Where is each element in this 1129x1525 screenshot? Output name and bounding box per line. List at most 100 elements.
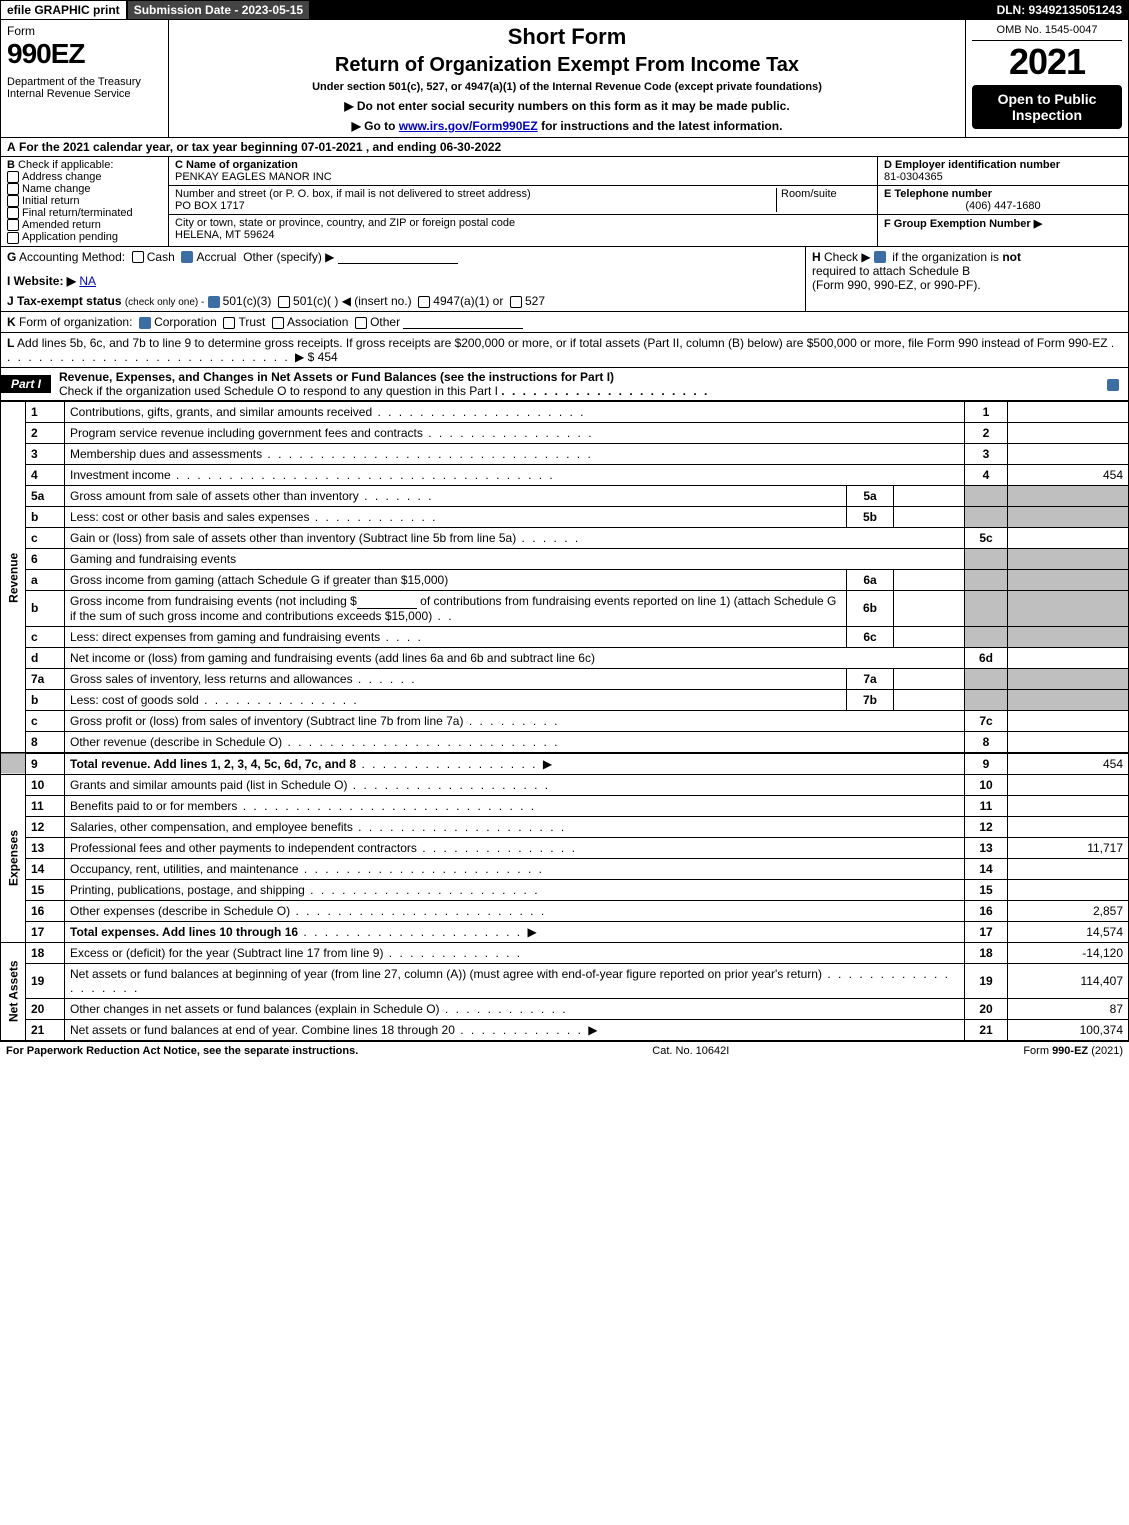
l1-rn: 1 — [965, 402, 1008, 423]
line-a-text: For the 2021 calendar year, or tax year … — [19, 140, 501, 154]
g-other-blank — [338, 251, 458, 264]
l5a-num: 5a — [26, 486, 65, 507]
l6d-num: d — [26, 647, 65, 668]
l6b-sn: 6b — [847, 591, 894, 626]
g-accounting: G Accounting Method: Cash Accrual Other … — [1, 247, 805, 311]
cb-schedule-o-used[interactable] — [1107, 379, 1119, 391]
form-id-block: Form 990EZ Department of the Treasury In… — [1, 20, 169, 137]
c-street-label: Number and street (or P. O. box, if mail… — [175, 188, 776, 200]
footer-form-pre: Form — [1023, 1045, 1052, 1057]
dept-line-1: Department of the Treasury — [7, 76, 162, 88]
cb-application-pending[interactable] — [7, 232, 19, 244]
cb-initial-return[interactable] — [7, 195, 19, 207]
l10-num: 10 — [26, 774, 65, 795]
l1-text: Contributions, gifts, grants, and simila… — [70, 405, 372, 419]
l6c-num: c — [26, 626, 65, 647]
l7a-sv — [894, 668, 965, 689]
l7b-text: Less: cost of goods sold — [70, 693, 199, 707]
part-1-title-text: Revenue, Expenses, and Changes in Net As… — [59, 370, 614, 384]
l9-num: 9 — [26, 753, 65, 775]
l8-text: Other revenue (describe in Schedule O) — [70, 735, 282, 749]
l21-amount: 100,374 — [1008, 1019, 1129, 1040]
k-label: K — [7, 315, 16, 329]
irs-form-link[interactable]: www.irs.gov/Form990EZ — [399, 119, 538, 133]
l11-text: Benefits paid to or for members — [70, 799, 237, 813]
l13-rn: 13 — [965, 837, 1008, 858]
g-text: Accounting Method: — [19, 250, 125, 264]
public-inspection-badge: Open to Public Inspection — [972, 85, 1122, 129]
l7c-text: Gross profit or (loss) from sales of inv… — [70, 714, 463, 728]
l6d-rn: 6d — [965, 647, 1008, 668]
cb-corporation[interactable] — [139, 317, 151, 329]
l11-amount — [1008, 795, 1129, 816]
cb-cash[interactable] — [132, 251, 144, 263]
l7b-sv — [894, 689, 965, 710]
l16-rn: 16 — [965, 900, 1008, 921]
h-not: not — [1002, 250, 1021, 264]
l7a-text: Gross sales of inventory, less returns a… — [70, 672, 353, 686]
cb-schedule-b-not-required[interactable] — [874, 251, 886, 263]
l5c-amount — [1008, 528, 1129, 549]
l12-num: 12 — [26, 816, 65, 837]
l18-text: Excess or (deficit) for the year (Subtra… — [70, 946, 383, 960]
l5c-num: c — [26, 528, 65, 549]
section-bcdef: B Check if applicable: Address change Na… — [0, 157, 1129, 247]
cb-name-change[interactable] — [7, 183, 19, 195]
part-1-header: Part I Revenue, Expenses, and Changes in… — [0, 368, 1129, 401]
cb-other-org[interactable] — [355, 317, 367, 329]
cb-527[interactable] — [510, 296, 522, 308]
l5b-num: b — [26, 507, 65, 528]
tax-year: 2021 — [972, 41, 1122, 83]
l11-num: 11 — [26, 795, 65, 816]
website-value: NA — [79, 274, 96, 288]
l7b-num: b — [26, 689, 65, 710]
ein-value: 81-0304365 — [884, 171, 1122, 183]
l13-amount: 11,717 — [1008, 837, 1129, 858]
column-b-checkboxes: B Check if applicable: Address change Na… — [1, 157, 169, 246]
instr2-pre: ▶ Go to — [352, 119, 399, 133]
header-right-block: OMB No. 1545-0047 2021 Open to Public In… — [966, 20, 1128, 137]
page-footer: For Paperwork Reduction Act Notice, see … — [0, 1041, 1129, 1060]
omb-number: OMB No. 1545-0047 — [972, 24, 1122, 41]
l-text: Add lines 5b, 6c, and 7b to line 9 to de… — [17, 336, 1108, 350]
cb-amended-return[interactable] — [7, 219, 19, 231]
h-text3: (Form 990, 990-EZ, or 990-PF). — [812, 278, 1122, 292]
l14-num: 14 — [26, 858, 65, 879]
l9-amount: 454 — [1008, 753, 1129, 775]
l19-amount: 114,407 — [1008, 963, 1129, 998]
part1-dots: . . . . . . . . . . . . . . . . . . . . — [501, 384, 709, 398]
cb-4947[interactable] — [418, 296, 430, 308]
l16-num: 16 — [26, 900, 65, 921]
l14-amount — [1008, 858, 1129, 879]
l2-num: 2 — [26, 423, 65, 444]
cb-501c[interactable] — [278, 296, 290, 308]
k-trust: Trust — [238, 315, 265, 329]
l5c-text: Gain or (loss) from sale of assets other… — [70, 531, 516, 545]
gh-row: G Accounting Method: Cash Accrual Other … — [0, 247, 1129, 312]
cb-address-change[interactable] — [7, 171, 19, 183]
l5a-shade2 — [1008, 486, 1129, 507]
l5a-text: Gross amount from sale of assets other t… — [70, 489, 359, 503]
cb-association[interactable] — [272, 317, 284, 329]
efile-print-label[interactable]: efile GRAPHIC print — [1, 1, 128, 19]
l-arrow: ▶ $ — [295, 350, 314, 364]
line-a-label: A — [7, 140, 16, 154]
h-schedule-b: H Check ▶ if the organization is not req… — [805, 247, 1128, 311]
l6c-sv — [894, 626, 965, 647]
cb-accrual[interactable] — [181, 251, 193, 263]
footer-left: For Paperwork Reduction Act Notice, see … — [6, 1045, 358, 1057]
footer-form-year: (2021) — [1088, 1045, 1123, 1057]
line-k: K Form of organization: Corporation Trus… — [0, 312, 1129, 333]
l3-amount — [1008, 444, 1129, 465]
l7a-num: 7a — [26, 668, 65, 689]
l18-rn: 18 — [965, 942, 1008, 963]
dept-line-2: Internal Revenue Service — [7, 88, 162, 100]
l12-amount — [1008, 816, 1129, 837]
l5c-rn: 5c — [965, 528, 1008, 549]
l9-text: Total revenue. Add lines 1, 2, 3, 4, 5c,… — [70, 757, 356, 771]
cb-final-return[interactable] — [7, 207, 19, 219]
l3-num: 3 — [26, 444, 65, 465]
cb-501c3[interactable] — [208, 296, 220, 308]
cb-trust[interactable] — [223, 317, 235, 329]
l15-num: 15 — [26, 879, 65, 900]
